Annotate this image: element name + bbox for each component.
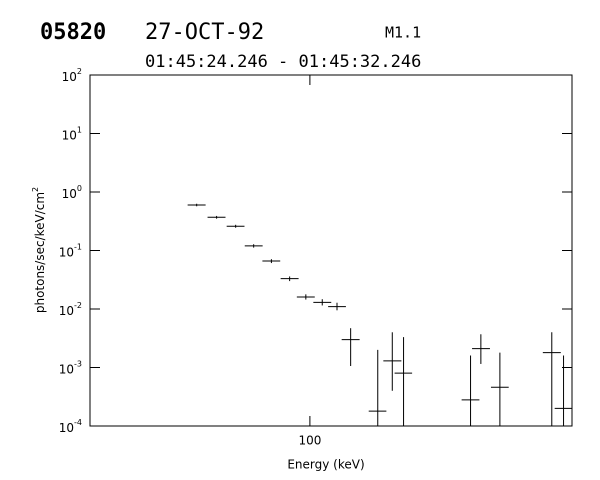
- flare-class: M1.1: [385, 24, 421, 42]
- x-tick-label: 100: [298, 434, 321, 448]
- y-tick-base: 10: [62, 70, 77, 84]
- y-tick-base: 10: [59, 421, 74, 435]
- y-tick-label: 10-3: [59, 359, 82, 376]
- y-tick-label: 102: [62, 67, 82, 84]
- y-tick-exp: -1: [74, 242, 82, 251]
- subtitle: 01:45:24.246 - 01:45:32.246: [145, 52, 421, 72]
- y-tick-label: 10-4: [59, 418, 82, 435]
- y-tick-base: 10: [59, 245, 74, 259]
- y-tick-exp: -2: [74, 301, 82, 310]
- date: 27-OCT-92: [145, 20, 264, 45]
- y-tick-exp: -3: [74, 359, 82, 368]
- y-tick-exp: 2: [77, 67, 82, 76]
- y-tick-base: 10: [62, 128, 77, 142]
- y-axis-label: photons/sec/keV/cm2: [31, 187, 47, 313]
- y-tick-label: 10-1: [59, 242, 82, 259]
- y-tick-exp: 1: [77, 125, 82, 134]
- y-axis-label-sup: 2: [31, 187, 40, 192]
- chart-title: 05820: [40, 20, 106, 45]
- data-layer: [187, 203, 572, 426]
- y-tick-base: 10: [59, 304, 74, 318]
- y-tick-label: 101: [62, 125, 82, 142]
- x-axis-label: Energy (keV): [287, 458, 364, 472]
- y-tick-exp: 0: [77, 184, 82, 193]
- y-tick-label: 10-2: [59, 301, 82, 318]
- y-tick-base: 10: [59, 362, 74, 376]
- y-tick-exp: -4: [74, 418, 82, 427]
- y-tick-label: 100: [62, 184, 82, 201]
- y-tick-base: 10: [62, 187, 77, 201]
- y-axis-label-text: photons/sec/keV/cm: [33, 192, 47, 313]
